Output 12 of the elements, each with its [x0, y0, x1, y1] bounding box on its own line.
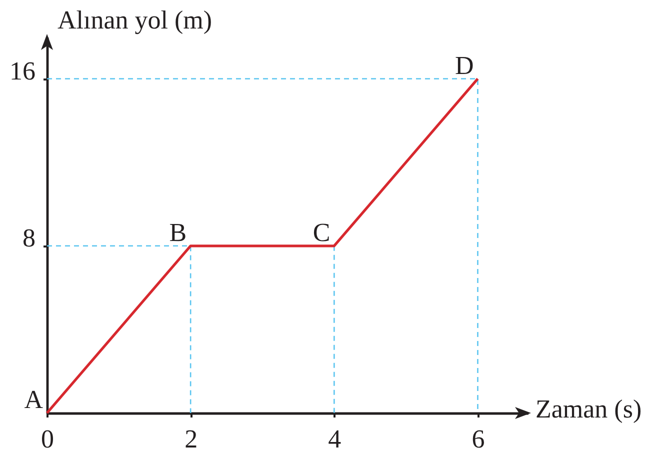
y-tick-label: 8 — [22, 223, 36, 252]
x-tick-label: 2 — [184, 424, 198, 454]
annotation: A — [24, 385, 44, 414]
y-axis-title: Alınan yol (m) — [58, 6, 212, 34]
x-axis-title: Zaman (s) — [536, 394, 642, 424]
annotation: D — [454, 50, 474, 80]
x-tick-label: 0 — [41, 424, 54, 454]
annotation: C — [312, 218, 330, 247]
y-tick-label: 16 — [10, 56, 36, 86]
x-tick-label: 6 — [472, 424, 485, 454]
x-tick-label: 4 — [328, 424, 342, 454]
annotation: B — [169, 218, 187, 247]
